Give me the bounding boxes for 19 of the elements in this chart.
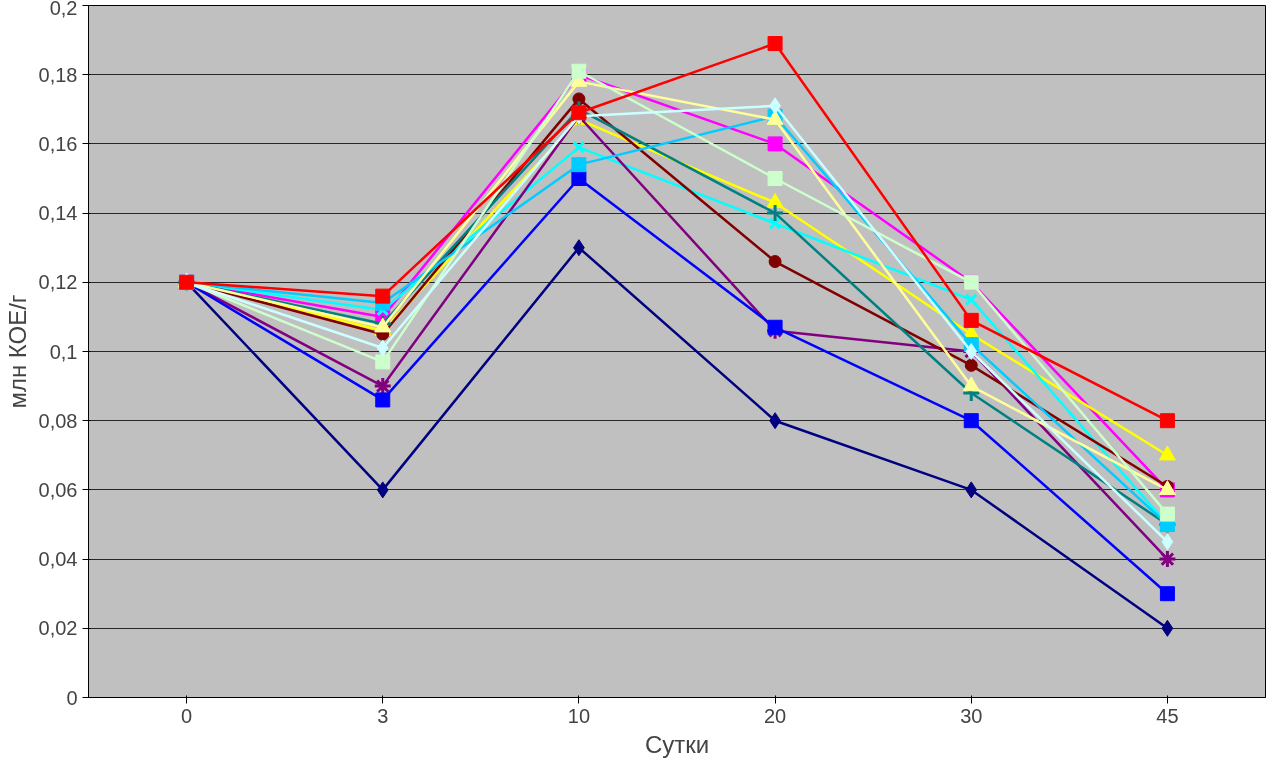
x-tick-label: 20 <box>763 704 787 727</box>
y-axis-title: млн КОЕ/г <box>3 294 31 409</box>
y-tick-label: 0,2 <box>49 0 78 19</box>
x-tick-label: 45 <box>1156 704 1179 727</box>
y-tick-label: 0,14 <box>38 202 78 225</box>
y-tick-label: 0,08 <box>38 409 78 432</box>
y-tick-label: 0,18 <box>38 63 78 86</box>
y-tick-label: 0,04 <box>38 548 78 571</box>
y-tick-label: 0,06 <box>38 478 78 501</box>
x-tick-label: 10 <box>567 704 591 727</box>
x-tick-label: 30 <box>960 704 983 727</box>
x-tick-label: 0 <box>181 704 193 727</box>
x-axis-title: Сутки <box>644 730 710 758</box>
y-tick-label: 0,1 <box>49 340 78 363</box>
y-tick-label: 0,02 <box>38 617 78 640</box>
y-tick-label: 0 <box>66 686 78 709</box>
y-tick-label: 0,12 <box>38 271 78 294</box>
y-tick-label: 0,16 <box>38 132 78 155</box>
x-tick-label: 3 <box>377 704 389 727</box>
